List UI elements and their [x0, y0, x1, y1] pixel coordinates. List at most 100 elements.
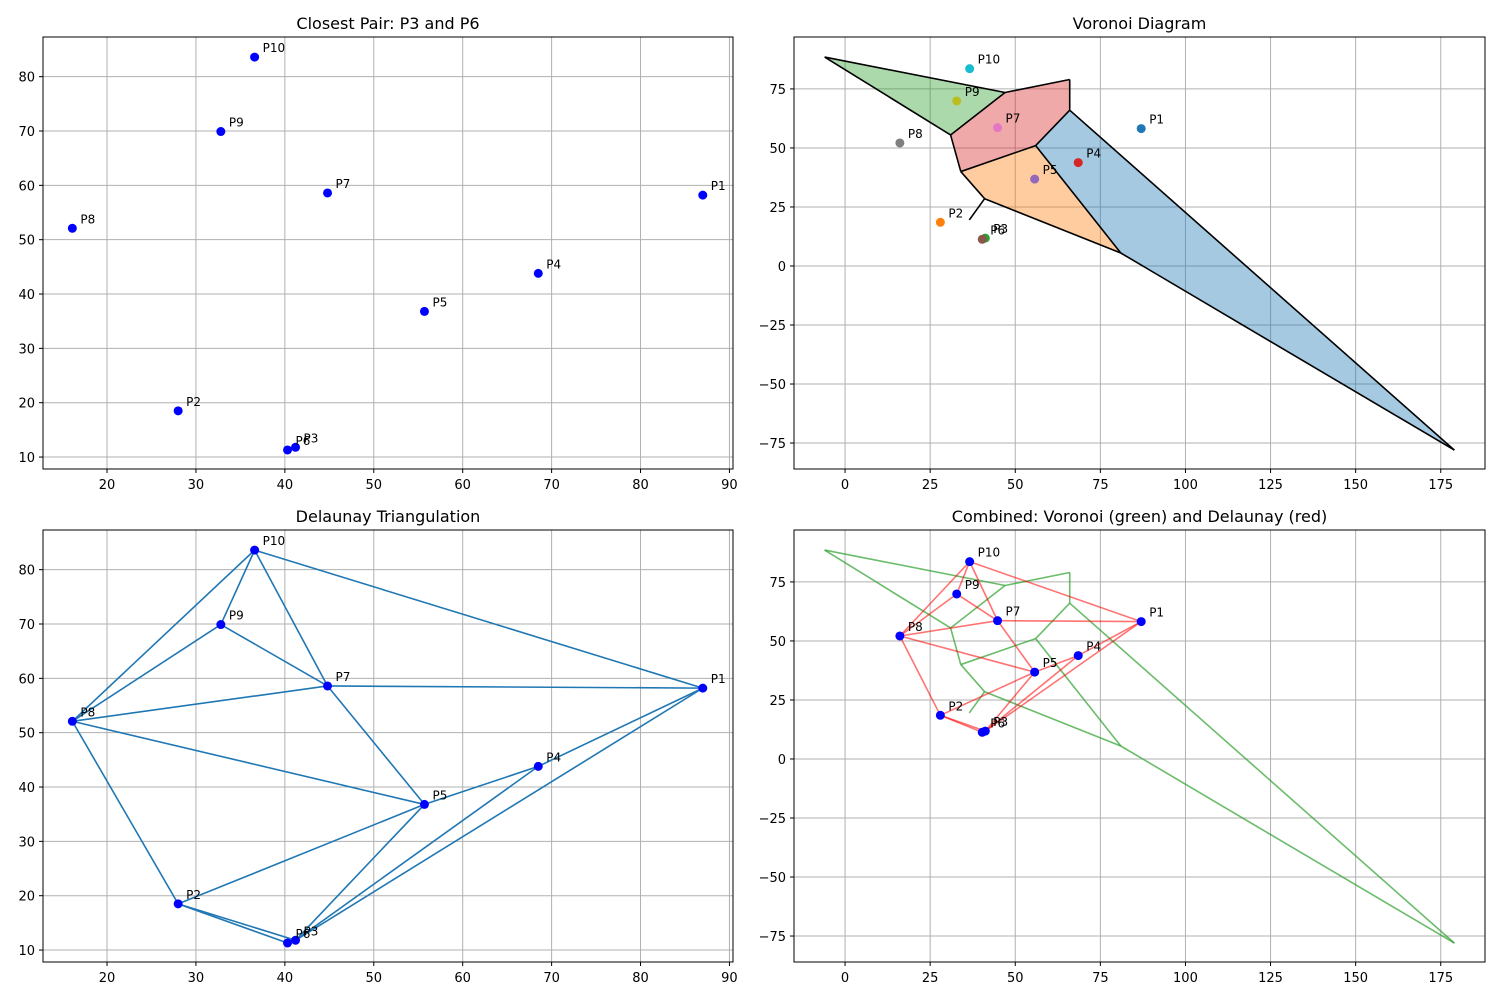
- voronoi-edge: [1069, 602, 1455, 944]
- combined-panel: Combined: Voronoi (green) and Delaunay (…: [759, 507, 1486, 986]
- y-tick-label: 40: [18, 781, 35, 796]
- y-tick-label: −25: [759, 812, 786, 827]
- y-tick-label: 60: [18, 672, 35, 687]
- voronoi-edge: [1120, 745, 1455, 944]
- voronoi-edge: [1120, 252, 1455, 451]
- voronoi-edge: [949, 627, 962, 665]
- delaunay-edge: [1077, 620, 1142, 657]
- y-tick-label: −50: [759, 871, 786, 886]
- x-tick-label: 25: [922, 971, 939, 986]
- data-point: [283, 445, 293, 455]
- combined-title: Combined: Voronoi (green) and Delaunay (…: [952, 507, 1327, 526]
- x-tick-label: 25: [922, 478, 939, 493]
- x-tick-label: 60: [454, 971, 471, 986]
- delaunay-edge: [177, 803, 425, 905]
- x-tick-label: 50: [365, 478, 382, 493]
- voronoi-edge: [949, 134, 962, 172]
- delaunay-edge: [326, 685, 426, 805]
- x-tick-label: 150: [1343, 478, 1368, 493]
- data-point: [291, 442, 301, 452]
- y-tick-label: 75: [769, 83, 786, 98]
- voronoi-region: [824, 57, 1006, 135]
- voronoi-edge: [984, 690, 1122, 747]
- axes-frame: [793, 36, 1486, 470]
- voronoi-edge: [1035, 109, 1071, 147]
- data-point: [533, 761, 543, 771]
- delaunay-edge: [537, 687, 704, 768]
- x-tick-label: 50: [365, 971, 382, 986]
- delaunay-edge: [940, 671, 1035, 717]
- delaunay-title: Delaunay Triangulation: [296, 507, 481, 526]
- x-tick-label: 30: [188, 971, 205, 986]
- point-label: P6: [990, 716, 1005, 730]
- axes-frame: [42, 36, 734, 470]
- x-tick-label: 20: [99, 478, 116, 493]
- data-point: [173, 899, 183, 909]
- x-tick-label: 80: [632, 478, 649, 493]
- closest-pair-panel: Closest Pair: P3 and P6 20 30 40 50 60 70 80 90…: [18, 14, 737, 493]
- data-point: [1136, 124, 1146, 134]
- point-label: P5: [432, 788, 447, 802]
- delaunay-edge: [955, 561, 971, 595]
- delaunay-edge: [956, 593, 998, 622]
- y-tick-label: 60: [18, 179, 35, 194]
- x-tick-label: 150: [1343, 971, 1368, 986]
- point-label: P8: [908, 127, 923, 141]
- y-tick-label: 70: [18, 125, 35, 140]
- x-tick-label: 70: [543, 478, 560, 493]
- x-tick-label: 50: [1007, 478, 1024, 493]
- voronoi-region: [960, 145, 1121, 253]
- data-point: [1136, 617, 1146, 627]
- plot-area: [71, 549, 704, 944]
- point-label: P1: [711, 179, 726, 193]
- data-point: [216, 127, 226, 137]
- data-point: [1073, 158, 1083, 168]
- point-label: P9: [965, 85, 980, 99]
- data-point: [977, 234, 987, 244]
- voronoi-edge: [960, 144, 1036, 173]
- data-point: [895, 631, 905, 641]
- delaunay-edge: [72, 720, 425, 806]
- y-tick-label: −25: [759, 319, 786, 334]
- point-label: P5: [432, 295, 447, 309]
- voronoi-panel: Voronoi Diagram 0 25 50 75 100 125 150 175 −75 −5…: [759, 14, 1486, 493]
- data-point: [1073, 651, 1083, 661]
- data-point: [67, 716, 77, 726]
- y-tick-label: 50: [769, 635, 786, 650]
- data-point: [283, 938, 293, 948]
- delaunay-edge: [220, 623, 328, 687]
- delaunay-edge: [899, 561, 971, 637]
- point-label: P3: [304, 431, 319, 445]
- data-point: [419, 799, 429, 809]
- y-tick-label: 25: [769, 201, 786, 216]
- delaunay-edge: [899, 635, 1035, 673]
- voronoi-edge: [950, 91, 1006, 136]
- point-label: P2: [186, 888, 201, 902]
- x-tick-label: 75: [1092, 478, 1109, 493]
- delaunay-edge: [177, 903, 288, 944]
- y-tick-label: 80: [18, 71, 35, 86]
- voronoi-edge: [1069, 109, 1455, 451]
- y-tick-label: 80: [18, 564, 35, 579]
- data-point: [323, 188, 333, 198]
- data-point: [216, 620, 226, 630]
- voronoi-edge: [960, 171, 986, 200]
- x-tick-label: 175: [1428, 478, 1453, 493]
- data-point: [1030, 667, 1040, 677]
- data-point: [952, 96, 962, 106]
- delaunay-edge: [899, 635, 942, 716]
- data-point: [977, 727, 987, 737]
- data-point: [935, 710, 945, 720]
- point-label: P6: [296, 927, 311, 941]
- data-point: [993, 123, 1003, 133]
- delaunay-edge: [177, 903, 296, 942]
- voronoi-region: [1035, 110, 1455, 451]
- point-label: P4: [546, 257, 561, 271]
- voronoi-edge: [824, 56, 952, 136]
- y-tick-label: 75: [769, 576, 786, 591]
- data-point: [935, 217, 945, 227]
- point-label: P3: [993, 715, 1008, 729]
- y-tick-label: 70: [18, 618, 35, 633]
- point-label: P9: [965, 578, 980, 592]
- voronoi-edge: [1035, 145, 1122, 254]
